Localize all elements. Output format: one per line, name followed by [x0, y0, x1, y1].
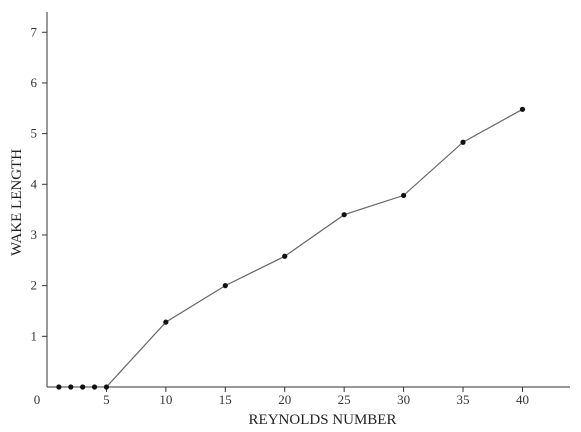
data-point	[103, 384, 110, 390]
data-point	[68, 384, 74, 390]
data-point	[91, 384, 98, 390]
data-point	[163, 319, 169, 325]
data-point	[341, 212, 347, 218]
y-tick-label: 4	[31, 176, 38, 191]
data-point	[400, 192, 407, 199]
x-tick-label: 0	[34, 392, 41, 407]
data-point	[282, 253, 288, 259]
data-point	[222, 283, 228, 289]
x-tick-label: 40	[516, 392, 529, 407]
data-point	[460, 139, 466, 145]
y-tick-label: 7	[31, 24, 38, 39]
y-tick-label: 2	[31, 278, 38, 293]
y-tick-label: 1	[31, 328, 38, 343]
axes	[46, 12, 570, 388]
x-tick-label: 35	[457, 392, 470, 407]
series-group	[56, 106, 526, 390]
y-tick-label: 6	[31, 75, 38, 90]
x-tick-label: 30	[397, 392, 410, 407]
y-axis-title: WAKE LENGTH	[9, 149, 25, 256]
x-tick-label: 20	[278, 392, 291, 407]
x-tick-label: 25	[338, 392, 351, 407]
data-point	[519, 106, 526, 112]
y-tick-label: 3	[31, 227, 38, 242]
x-tick-label: 10	[159, 392, 172, 407]
y-ticks: 1 2 3 4 5 6 7	[31, 24, 47, 343]
data-point	[80, 384, 86, 390]
data-point	[56, 384, 62, 390]
x-axis-title: REYNOLDS NUMBER	[249, 412, 397, 428]
y-tick-label: 5	[31, 126, 38, 141]
x-tick-label: 15	[219, 392, 232, 407]
series-line	[58, 108, 523, 388]
x-ticks: 0 5 10 15 20 25 30 35 40	[34, 387, 529, 407]
x-tick-label: 5	[103, 392, 110, 407]
